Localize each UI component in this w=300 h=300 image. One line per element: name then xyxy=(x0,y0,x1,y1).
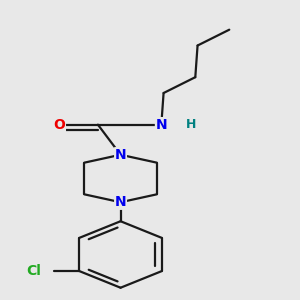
Text: N: N xyxy=(115,148,126,162)
Text: N: N xyxy=(155,118,167,132)
Text: H: H xyxy=(186,118,196,131)
Text: Cl: Cl xyxy=(27,264,41,278)
Text: O: O xyxy=(53,118,65,132)
Text: N: N xyxy=(115,195,126,209)
